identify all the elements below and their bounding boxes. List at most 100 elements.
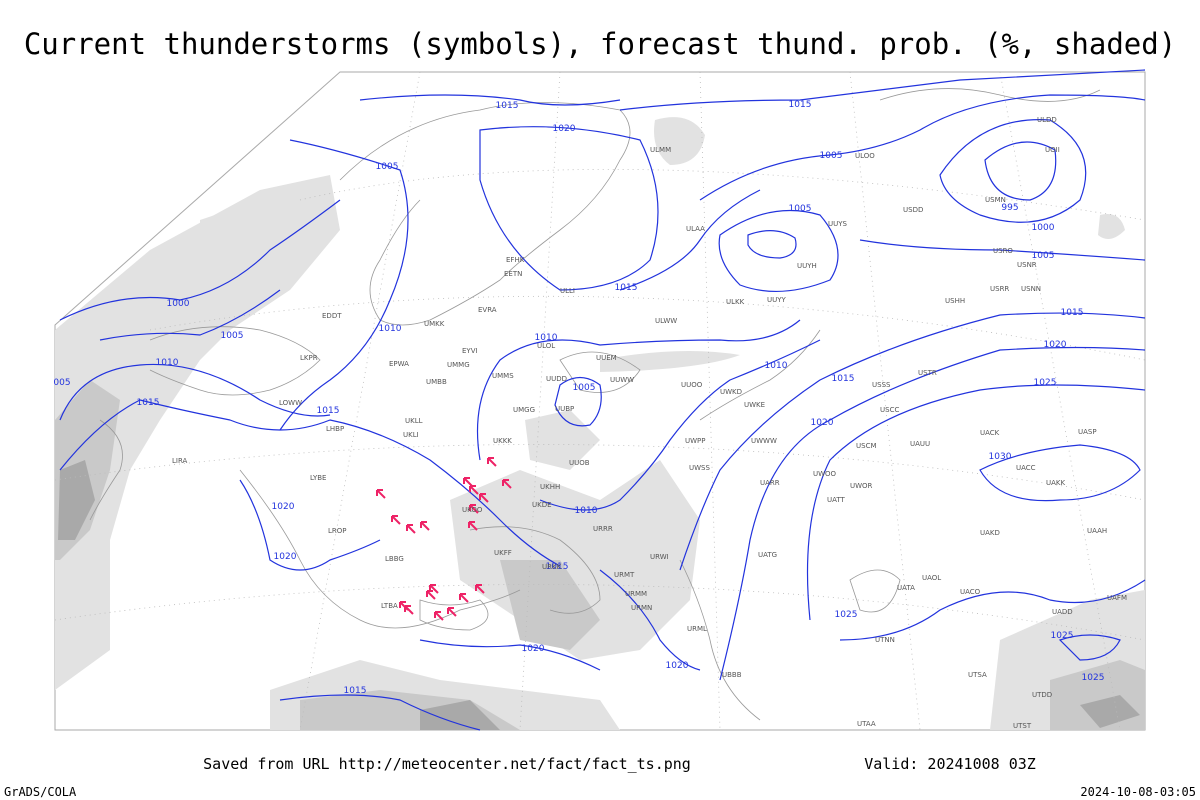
station-label: UATA [897,584,915,592]
station-label: UASP [1078,428,1097,436]
map-title: Current thunderstorms (symbols), forecas… [24,27,1176,61]
isobar-label: 995 [1001,203,1018,213]
station-label: URMN [631,604,652,612]
station-label: URMT [614,571,635,579]
isobar-label: 1015 [137,398,160,408]
station-label: UWKE [744,401,765,409]
source-url: Saved from URL http://meteocenter.net/fa… [203,755,691,773]
station-label: UATT [827,496,846,504]
station-label: UMBB [426,378,447,386]
station-label: LBBG [385,555,404,563]
station-label: USNR [1017,261,1037,269]
station-label: UKLI [403,431,419,439]
station-label: LIRA [172,457,188,465]
isobar-label: 1025 [1082,673,1105,683]
station-label: URML [687,625,707,633]
station-label: UUYS [828,220,848,228]
station-label: UWOO [813,470,837,478]
station-label: EDDT [322,312,342,320]
station-label: LHBP [326,425,344,433]
isobar-label: 1015 [832,374,855,384]
isobar-label: 1010 [535,333,558,343]
station-label: LTBA [381,602,398,610]
isobar-label: 1000 [1032,223,1055,233]
isobar-label: 1005 [221,331,244,341]
isobar-label: 1010 [156,358,179,368]
station-label: UKLL [405,417,423,425]
station-label: LYBE [310,474,326,482]
station-label: UUOO [681,381,703,389]
isobar-label: 1020 [272,502,295,512]
station-label: UUOB [569,459,590,467]
station-label: ULKK [726,298,745,306]
map-labels: 1015 1020 1005 1015 1005 1005 995 1000 1005 1015 1… [53,100,1127,730]
station-label: ULMM [650,146,671,154]
isobar-label: 1025 [1034,378,1057,388]
station-label: UTAA [857,720,876,728]
isobar-label: 1000 [167,299,190,309]
station-label: LKPR [300,354,318,362]
station-label: UTNN [875,636,895,644]
station-label: UACC [1016,464,1036,472]
isobar-label: 1020 [274,552,297,562]
valid-time: Valid: 20241008 03Z [864,755,1036,773]
station-label: UTST [1013,722,1032,730]
station-label: USDD [903,206,923,214]
isobar-label: 1010 [765,361,788,371]
station-label: EETN [504,270,522,278]
station-label: ULOO [855,152,875,160]
isobar-label: 1015 [615,283,638,293]
station-label: USMN [985,196,1006,204]
station-label: UWPP [685,437,706,445]
station-label: UAUU [910,440,930,448]
isobar-label: 1015 [789,100,812,110]
station-label: ULWW [655,317,677,325]
station-label: URMM [625,590,647,598]
isobar-label: 005 [53,378,70,388]
station-label: EVRA [478,306,497,314]
station-label: UMGG [513,406,535,414]
isobar-label: 1015 [1061,308,1084,318]
station-label: USNN [1021,285,1041,293]
isobar-label: 1015 [496,101,519,111]
isobar-label: 1020 [522,644,545,654]
isobar-label: 1020 [811,418,834,428]
probability-shading [55,117,1145,730]
station-label: URRR [593,525,613,533]
isobar-label: 1015 [317,406,340,416]
credit: GrADS/COLA [4,785,77,799]
station-label: UTSA [968,671,987,679]
isobar-label: 1005 [573,383,596,393]
station-label: USTR [918,369,937,377]
station-label: UADD [1052,608,1073,616]
station-label: USRO [993,247,1013,255]
station-label: UMKK [424,320,445,328]
isobar-label: 1025 [835,610,858,620]
isobar-label: 1030 [989,452,1012,462]
station-label: UARR [760,479,780,487]
isobar-label: 1020 [1044,340,1067,350]
station-label: EFHK [506,256,525,264]
graticule [54,71,1146,731]
station-label: ULOL [537,342,555,350]
station-label: UAKK [1046,479,1066,487]
station-label: UWSS [689,464,710,472]
station-label: URKK [542,563,562,571]
station-label: ULAA [686,225,705,233]
station-label: UKKK [493,437,512,445]
isobar-label: 1010 [575,506,598,516]
isobar-label: 1005 [820,151,843,161]
station-label: EPWA [389,360,409,368]
isobar-label: 1020 [553,124,576,134]
station-label: UUDD [546,375,567,383]
isobar-label: 1005 [376,162,399,172]
station-label: UKOO [462,506,483,514]
station-label: LROP [328,527,347,535]
isobar-label: 1020 [666,661,689,671]
station-label: UWKD [720,388,742,396]
isobar-label: 1010 [379,324,402,334]
station-label: USCC [880,406,899,414]
station-label: UUYH [797,262,817,270]
station-label: UKFF [494,549,512,557]
